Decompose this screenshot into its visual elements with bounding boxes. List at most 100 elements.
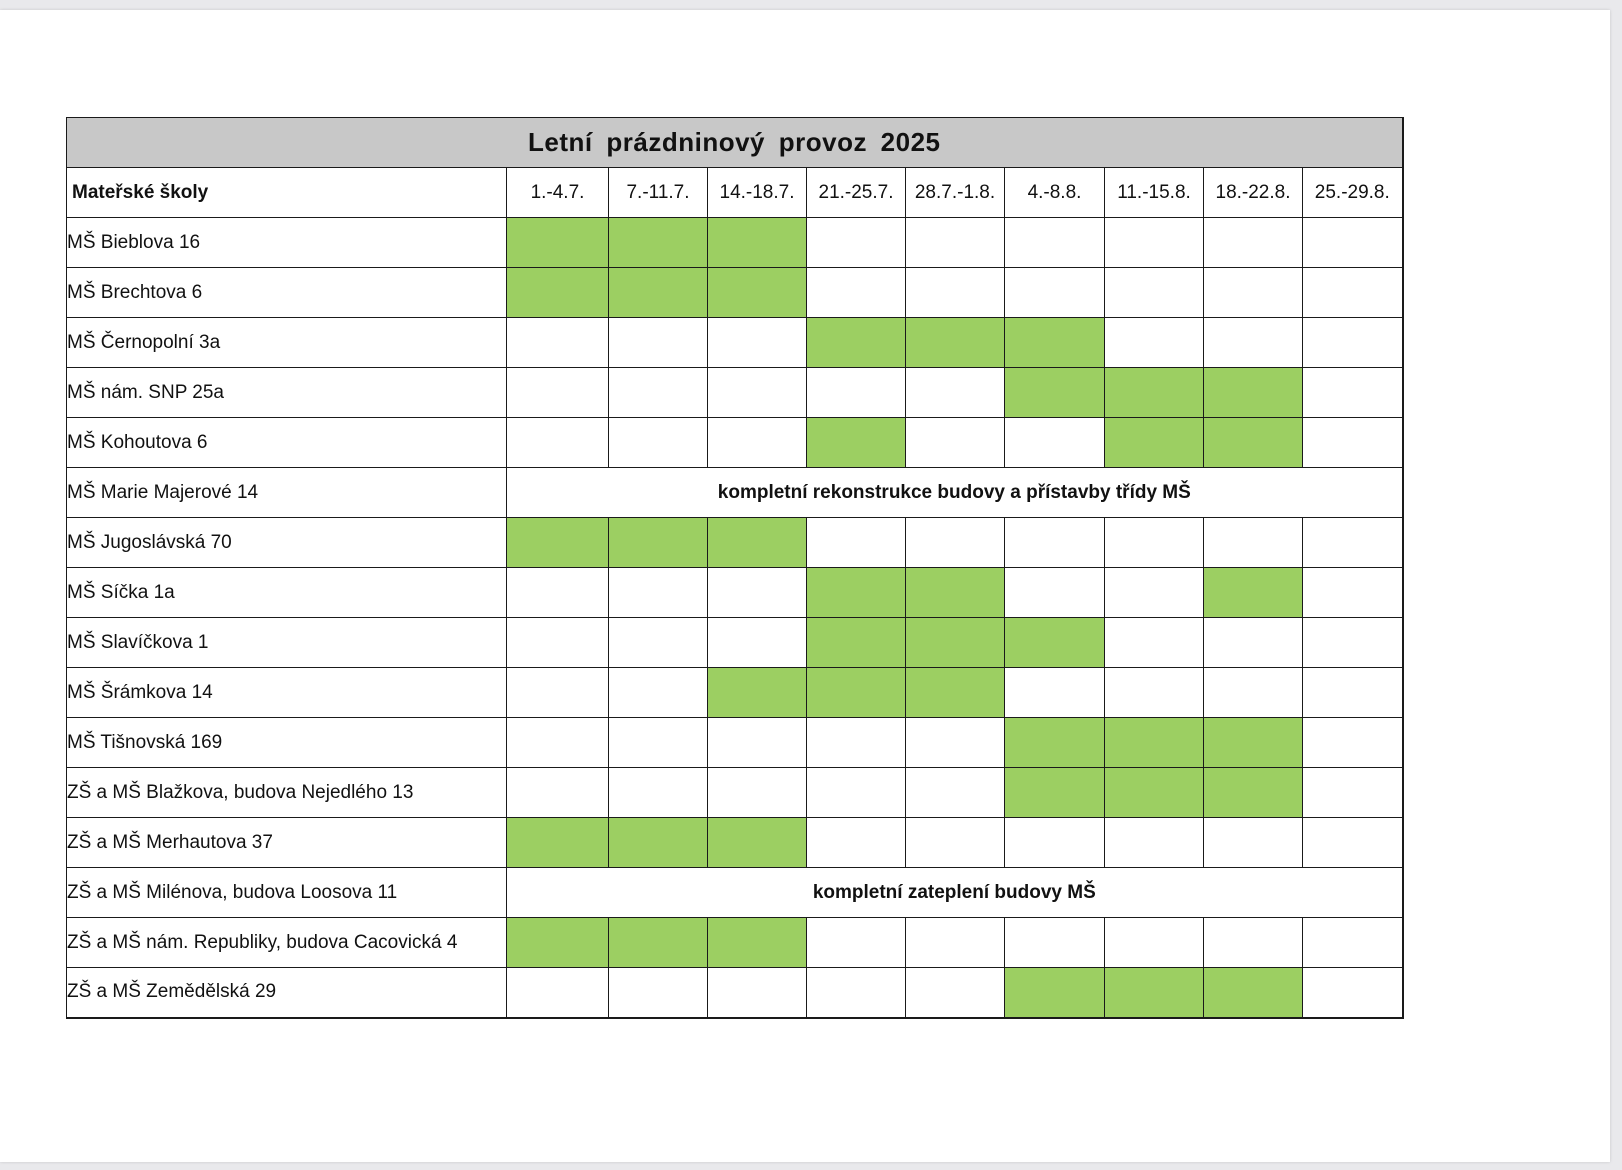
closed-week-cell bbox=[806, 917, 906, 968]
closed-week-cell bbox=[806, 517, 906, 568]
closed-week-cell bbox=[1301, 417, 1404, 468]
school-name: ZŠ a MŠ Merhautova 37 bbox=[66, 817, 507, 868]
open-week-cell bbox=[608, 217, 708, 268]
open-week-cell bbox=[506, 517, 609, 568]
open-week-cell bbox=[707, 267, 807, 318]
closed-week-cell bbox=[1203, 267, 1303, 318]
closed-week-cell bbox=[1203, 817, 1303, 868]
open-week-cell bbox=[506, 817, 609, 868]
table-row: ZŠ a MŠ Zemědělská 29 bbox=[66, 967, 1404, 1019]
open-week-cell bbox=[905, 567, 1005, 618]
closed-week-cell bbox=[506, 567, 609, 618]
school-name: MŠ Šrámkova 14 bbox=[66, 667, 507, 718]
closed-week-cell bbox=[1004, 517, 1105, 568]
week-header: 21.-25.7. bbox=[806, 167, 906, 218]
school-name: ZŠ a MŠ Zemědělská 29 bbox=[66, 967, 507, 1019]
closed-week-cell bbox=[1004, 667, 1105, 718]
closed-week-cell bbox=[506, 617, 609, 668]
school-name: MŠ Brechtova 6 bbox=[66, 267, 507, 318]
closed-week-cell bbox=[1301, 967, 1404, 1019]
schedule-body: MŠ Bieblova 16 MŠ Brechtova 6 MŠ Černopoln… bbox=[66, 217, 1404, 1019]
closed-week-cell bbox=[1004, 817, 1105, 868]
open-week-cell bbox=[1004, 617, 1105, 668]
closed-week-cell bbox=[1301, 817, 1404, 868]
open-week-cell bbox=[707, 517, 807, 568]
open-week-cell bbox=[806, 317, 906, 368]
closed-week-cell bbox=[1301, 367, 1404, 418]
table-row: MŠ Šrámkova 14 bbox=[66, 667, 1404, 718]
closed-week-cell bbox=[707, 717, 807, 768]
open-week-cell bbox=[1004, 767, 1105, 818]
school-name: MŠ Síčka 1a bbox=[66, 567, 507, 618]
table-title: Letní prázdninový provoz 2025 bbox=[65, 117, 1404, 168]
week-header: 11.-15.8. bbox=[1104, 167, 1204, 218]
closed-week-cell bbox=[608, 317, 708, 368]
closed-week-cell bbox=[707, 617, 807, 668]
closed-week-cell bbox=[506, 667, 609, 718]
week-header: 18.-22.8. bbox=[1203, 167, 1303, 218]
closed-week-cell bbox=[905, 267, 1005, 318]
closed-week-cell bbox=[608, 967, 708, 1019]
closed-week-cell bbox=[905, 767, 1005, 818]
closed-week-cell bbox=[506, 317, 609, 368]
week-header: 25.-29.8. bbox=[1301, 167, 1404, 218]
open-week-cell bbox=[707, 667, 807, 718]
table-row: MŠ Bieblova 16 bbox=[66, 217, 1404, 268]
closed-week-cell bbox=[1004, 217, 1105, 268]
school-name: ZŠ a MŠ Milénova, budova Loosova 11 bbox=[66, 867, 507, 918]
table-row: MŠ Brechtova 6 bbox=[66, 267, 1404, 318]
school-name: MŠ nám. SNP 25a bbox=[66, 367, 507, 418]
closed-week-cell bbox=[1301, 667, 1404, 718]
closed-week-cell bbox=[707, 367, 807, 418]
closed-week-cell bbox=[806, 817, 906, 868]
week-header: 1.-4.7. bbox=[506, 167, 609, 218]
closed-week-cell bbox=[806, 217, 906, 268]
closed-week-cell bbox=[1104, 517, 1204, 568]
closed-week-cell bbox=[608, 367, 708, 418]
closed-week-cell bbox=[1203, 617, 1303, 668]
closed-week-cell bbox=[1203, 667, 1303, 718]
closed-week-cell bbox=[1301, 217, 1404, 268]
closed-week-cell bbox=[707, 317, 807, 368]
table-row: ZŠ a MŠ nám. Republiky, budova Cacovická… bbox=[66, 917, 1404, 968]
closed-week-cell bbox=[1301, 317, 1404, 368]
open-week-cell bbox=[1203, 417, 1303, 468]
open-week-cell bbox=[1004, 967, 1105, 1019]
closed-week-cell bbox=[1301, 517, 1404, 568]
open-week-cell bbox=[608, 517, 708, 568]
title-row: Letní prázdninový provoz 2025 bbox=[65, 117, 1404, 168]
school-name: MŠ Tišnovská 169 bbox=[66, 717, 507, 768]
open-week-cell bbox=[1203, 717, 1303, 768]
closed-week-cell bbox=[905, 517, 1005, 568]
closed-week-cell bbox=[905, 967, 1005, 1019]
closed-week-cell bbox=[506, 417, 609, 468]
table-row: MŠ Marie Majerové 14 kompletní rekonstruk… bbox=[66, 467, 1404, 518]
open-week-cell bbox=[1004, 717, 1105, 768]
open-week-cell bbox=[707, 917, 807, 968]
closed-week-cell bbox=[1301, 267, 1404, 318]
closed-week-cell bbox=[905, 717, 1005, 768]
open-week-cell bbox=[1203, 767, 1303, 818]
open-week-cell bbox=[608, 267, 708, 318]
closed-week-cell bbox=[707, 767, 807, 818]
open-week-cell bbox=[1203, 367, 1303, 418]
school-name: MŠ Kohoutova 6 bbox=[66, 417, 507, 468]
closed-week-cell bbox=[506, 767, 609, 818]
schedule-table: Letní prázdninový provoz 2025 Mateřské š… bbox=[65, 117, 1404, 1019]
open-week-cell bbox=[1104, 417, 1204, 468]
school-name: ZŠ a MŠ nám. Republiky, budova Cacovická… bbox=[66, 917, 507, 968]
table-row: ZŠ a MŠ Milénova, budova Loosova 11 kompl… bbox=[66, 867, 1404, 918]
closed-week-cell bbox=[608, 617, 708, 668]
open-week-cell bbox=[905, 667, 1005, 718]
open-week-cell bbox=[1104, 767, 1204, 818]
table-row: MŠ nám. SNP 25a bbox=[66, 367, 1404, 418]
closed-week-cell bbox=[608, 767, 708, 818]
table-row: MŠ Síčka 1a bbox=[66, 567, 1404, 618]
week-header: 4.-8.8. bbox=[1004, 167, 1105, 218]
open-week-cell bbox=[608, 817, 708, 868]
closure-note: kompletní rekonstrukce budovy a přístavb… bbox=[505, 467, 1404, 518]
week-header: 28.7.-1.8. bbox=[905, 167, 1005, 218]
closed-week-cell bbox=[806, 367, 906, 418]
closed-week-cell bbox=[1203, 317, 1303, 368]
open-week-cell bbox=[707, 217, 807, 268]
